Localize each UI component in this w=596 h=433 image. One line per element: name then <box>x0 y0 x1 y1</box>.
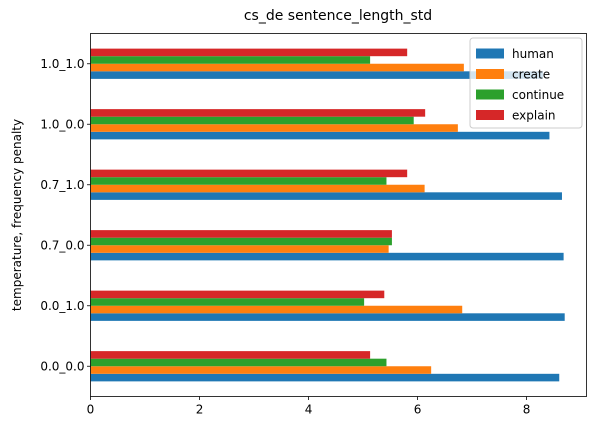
y-tick-label: 0.7_0.0 <box>40 238 84 252</box>
y-tick-label: 1.0_1.0 <box>40 57 84 71</box>
bar-human-1.0_0.0 <box>90 131 550 140</box>
bar-explain-0.7_0.0 <box>90 230 392 238</box>
legend-label-create: create <box>512 68 550 82</box>
bar-human-0.0_0.0 <box>90 373 560 382</box>
bar-continue-0.7_0.0 <box>90 237 392 246</box>
bar-explain-0.0_1.0 <box>90 290 385 299</box>
y-tick-label: 0.0_1.0 <box>40 299 84 313</box>
bar-create-1.0_0.0 <box>90 124 458 132</box>
bar-continue-1.0_1.0 <box>90 56 371 64</box>
legend-label-human: human <box>512 47 554 61</box>
bar-create-0.7_1.0 <box>90 184 425 193</box>
bar-human-0.7_1.0 <box>90 192 562 200</box>
legend-label-explain: explain <box>512 109 556 123</box>
legend-box <box>469 37 583 129</box>
x-tick-label: 0 <box>87 403 95 417</box>
bar-human-0.0_1.0 <box>90 313 565 321</box>
bar-create-0.7_0.0 <box>90 245 389 253</box>
bar-explain-1.0_1.0 <box>90 48 408 57</box>
y-tick-label: 1.0_0.0 <box>40 117 84 131</box>
bar-human-1.0_1.0 <box>90 71 543 79</box>
bar-create-1.0_1.0 <box>90 63 464 72</box>
x-tick-label: 2 <box>196 403 204 417</box>
legend-swatch-create <box>476 69 504 79</box>
plot-frame <box>90 33 587 397</box>
bar-continue-0.7_1.0 <box>90 177 387 185</box>
bar-create-0.0_1.0 <box>90 305 463 314</box>
bar-explain-1.0_0.0 <box>90 109 426 117</box>
bar-create-0.0_0.0 <box>90 366 432 374</box>
legend: human create continue explain <box>469 37 583 129</box>
bar-explain-0.7_1.0 <box>90 169 408 178</box>
y-tick-label: 0.0_0.0 <box>40 359 84 373</box>
legend-label-continue: continue <box>512 88 564 102</box>
bar-human-0.7_0.0 <box>90 252 564 261</box>
y-tick-label: 0.7_1.0 <box>40 178 84 192</box>
y-axis-ticks: 0.0_0.0 0.0_1.0 0.7_0.0 0.7_1.0 1.0_0.0 1.0_1… <box>40 57 91 373</box>
x-tick-label: 4 <box>305 403 313 417</box>
x-tick-label: 6 <box>414 403 422 417</box>
bar-continue-0.0_0.0 <box>90 358 387 367</box>
chart-title: cs_de sentence_length_std <box>244 8 432 24</box>
y-axis-label: temperature, frequency penalty <box>10 119 24 311</box>
legend-swatch-explain <box>476 110 504 120</box>
legend-swatch-human <box>476 48 504 59</box>
bars-group <box>90 48 565 382</box>
x-axis-ticks: 0 2 4 6 8 <box>87 396 531 417</box>
bar-continue-0.0_1.0 <box>90 298 365 306</box>
bar-continue-1.0_0.0 <box>90 116 414 125</box>
legend-swatch-continue <box>476 89 504 100</box>
x-tick-label: 8 <box>523 403 531 417</box>
bar-explain-0.0_0.0 <box>90 351 371 359</box>
